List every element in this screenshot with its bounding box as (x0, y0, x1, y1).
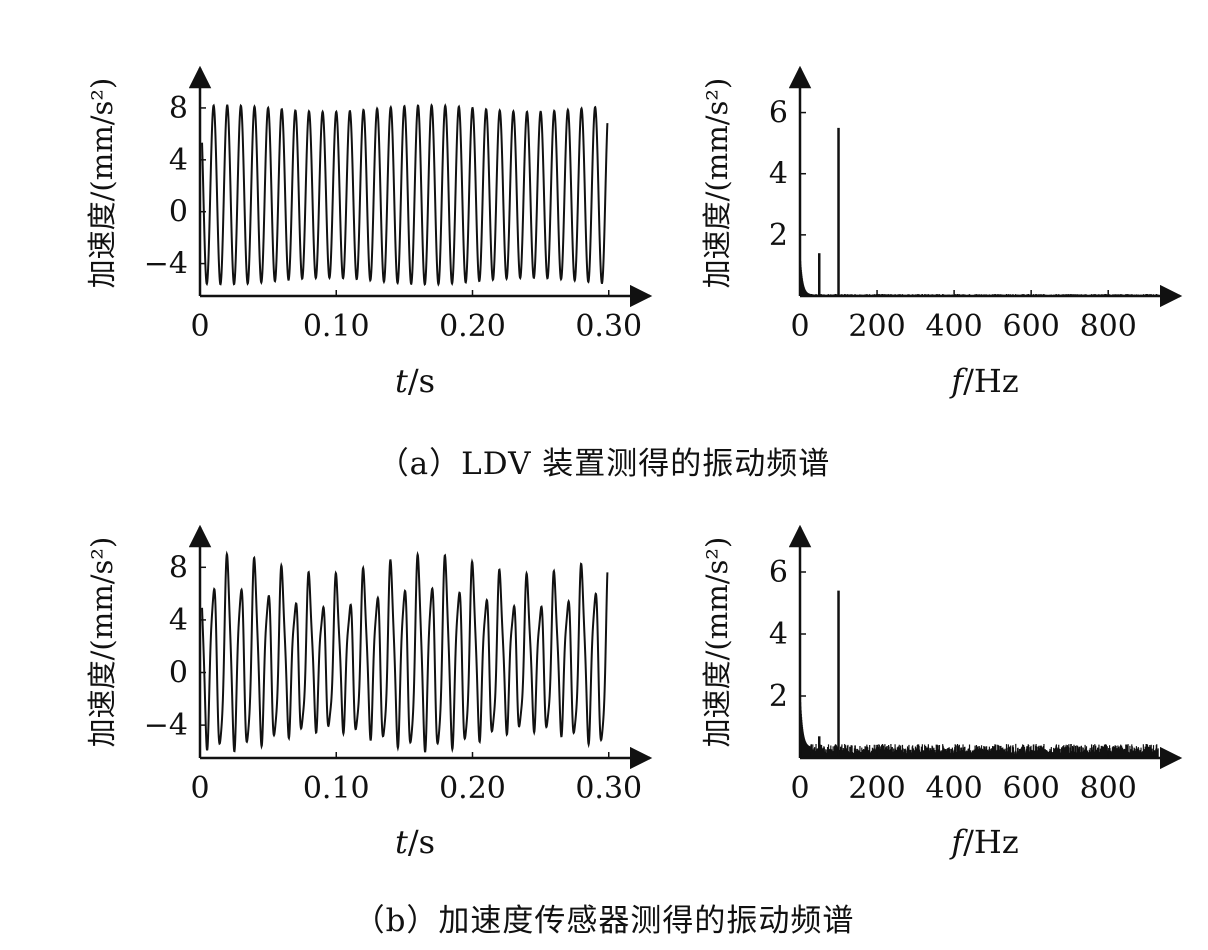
y-tick-label: 2 (769, 679, 788, 714)
x-tick-label: 0.20 (439, 309, 506, 344)
caption-a: （a）LDV 装置测得的振动频谱 (377, 446, 831, 482)
x-tick-label: 0 (790, 771, 809, 806)
x-axis-label-unit: /Hz (963, 362, 1019, 400)
y-axis-label: 加速度/(mm/s²) (700, 78, 734, 289)
x-tick-label: 0.30 (575, 309, 642, 344)
caption-b: （b）加速度传感器测得的振动频谱 (353, 903, 855, 939)
x-axis-label-unit: /Hz (963, 823, 1019, 861)
y-tick-label: 0 (169, 656, 188, 691)
y-tick-label: 0 (169, 195, 188, 230)
x-tick-label: 0 (190, 309, 209, 344)
x-tick-label: 400 (925, 771, 982, 806)
y-axis-label: 加速度/(mm/s²) (85, 78, 119, 289)
x-axis-label-unit: /s (408, 362, 435, 400)
y-tick-label: 4 (769, 157, 788, 192)
x-axis-label: t/s (395, 362, 435, 400)
x-axis-label-unit: /s (408, 823, 435, 861)
y-tick-label: 4 (169, 143, 188, 178)
signal-line (201, 103, 609, 287)
x-axis-label: f/Hz (949, 362, 1018, 400)
x-tick-label: 800 (1080, 771, 1137, 806)
y-tick-label: 4 (169, 603, 188, 638)
low-frequency-peak (799, 257, 811, 296)
y-tick-label: −4 (144, 708, 188, 743)
low-frequency-peak (799, 697, 811, 758)
x-tick-label: 0 (190, 771, 209, 806)
x-tick-label: 0 (790, 309, 809, 344)
panel-b-spectrum: 0 200 400 600 800 2 4 6 加速度/(mm/s²) f/Hz (700, 524, 1183, 861)
x-tick-label: 400 (925, 309, 982, 344)
y-tick-label: −4 (144, 247, 188, 282)
y-tick-label: 4 (769, 617, 788, 652)
y-axis-label: 加速度/(mm/s²) (700, 537, 734, 748)
y-tick-label: 6 (769, 96, 788, 131)
x-tick-label: 0.30 (575, 771, 642, 806)
x-tick-label: 0.10 (303, 309, 370, 344)
x-tick-label: 600 (1003, 771, 1060, 806)
x-tick-label: 0.20 (439, 771, 506, 806)
x-tick-label: 200 (848, 309, 905, 344)
x-axis-label-var: t (395, 362, 408, 400)
x-axis-label: f/Hz (949, 823, 1018, 861)
x-tick-label: 200 (848, 771, 905, 806)
x-tick-label: 0.10 (303, 771, 370, 806)
y-tick-label: 8 (169, 91, 188, 126)
x-axis-label: t/s (395, 823, 435, 861)
x-tick-label: 800 (1080, 309, 1137, 344)
signal-line (201, 550, 609, 754)
y-tick-label: 2 (769, 218, 788, 253)
y-axis-label: 加速度/(mm/s²) (85, 537, 119, 748)
y-tick-label: 6 (769, 555, 788, 590)
y-tick-label: 8 (169, 550, 188, 585)
panel-a-spectrum: 0 200 400 600 800 2 4 6 加速度/(mm/s²) f/Hz (700, 65, 1183, 400)
noise-floor (800, 743, 1159, 758)
x-axis-label-var: t (395, 823, 408, 861)
x-tick-label: 600 (1003, 309, 1060, 344)
